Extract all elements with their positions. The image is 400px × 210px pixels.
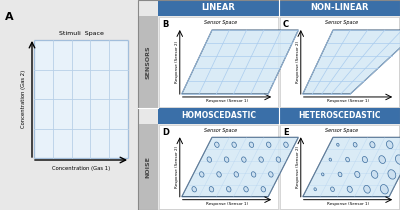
Text: NON-LINEAR: NON-LINEAR — [310, 4, 369, 13]
Text: E: E — [283, 128, 289, 137]
Text: Response (Sensor 1): Response (Sensor 1) — [327, 99, 369, 103]
Polygon shape — [182, 137, 298, 197]
Text: Concentration (Gas 1): Concentration (Gas 1) — [52, 166, 110, 171]
Ellipse shape — [234, 172, 238, 177]
Ellipse shape — [314, 188, 316, 191]
Polygon shape — [303, 137, 400, 197]
Ellipse shape — [284, 142, 288, 147]
Text: Response (Sensor 2): Response (Sensor 2) — [175, 146, 179, 188]
Ellipse shape — [380, 185, 388, 194]
Text: Response (Sensor 2): Response (Sensor 2) — [296, 41, 300, 83]
Polygon shape — [182, 30, 298, 94]
Text: Sensor Space: Sensor Space — [325, 20, 358, 25]
Ellipse shape — [364, 185, 370, 193]
Ellipse shape — [396, 155, 400, 164]
Text: LINEAR: LINEAR — [202, 4, 236, 13]
Bar — [34, 40, 128, 158]
Ellipse shape — [200, 172, 204, 177]
Text: Response (Sensor 2): Response (Sensor 2) — [296, 146, 300, 188]
Ellipse shape — [353, 142, 357, 147]
Ellipse shape — [355, 171, 360, 177]
Bar — [138, 0, 400, 210]
Ellipse shape — [337, 143, 339, 146]
Text: C: C — [283, 20, 289, 29]
Ellipse shape — [371, 171, 378, 178]
Bar — [0, 0, 138, 210]
Text: Response (Sensor 2): Response (Sensor 2) — [175, 41, 179, 83]
Text: Response (Sensor 1): Response (Sensor 1) — [327, 202, 369, 206]
Bar — [158, 0, 279, 16]
Text: Sensor Space: Sensor Space — [325, 128, 358, 133]
Text: Stimuli  Space: Stimuli Space — [58, 31, 104, 36]
Ellipse shape — [192, 186, 196, 192]
Bar — [159, 125, 278, 209]
Text: Sensor Space: Sensor Space — [204, 20, 237, 25]
Bar — [279, 0, 400, 16]
Ellipse shape — [207, 157, 212, 162]
Text: B: B — [162, 20, 168, 29]
Bar — [279, 108, 400, 124]
Ellipse shape — [347, 186, 352, 192]
Ellipse shape — [346, 157, 350, 162]
Bar — [138, 16, 158, 108]
Ellipse shape — [244, 186, 248, 192]
Ellipse shape — [388, 170, 396, 179]
Text: SENSORS: SENSORS — [146, 45, 150, 79]
Ellipse shape — [232, 142, 236, 147]
Ellipse shape — [330, 187, 334, 192]
Bar — [159, 17, 278, 107]
Bar — [138, 124, 158, 210]
Ellipse shape — [269, 172, 273, 177]
Polygon shape — [303, 30, 400, 94]
Bar — [34, 40, 128, 158]
Ellipse shape — [379, 156, 386, 163]
Text: Response (Sensor 1): Response (Sensor 1) — [206, 202, 248, 206]
Text: HETEROSCEDASTIC: HETEROSCEDASTIC — [298, 112, 381, 121]
Bar — [280, 125, 399, 209]
Ellipse shape — [266, 142, 271, 147]
Ellipse shape — [217, 172, 221, 177]
Ellipse shape — [322, 173, 324, 176]
Ellipse shape — [249, 142, 254, 147]
Ellipse shape — [370, 142, 375, 148]
Ellipse shape — [251, 172, 256, 177]
Ellipse shape — [338, 172, 342, 177]
Text: Concentration (Gas 2): Concentration (Gas 2) — [22, 70, 26, 128]
Text: D: D — [162, 128, 169, 137]
Ellipse shape — [209, 186, 214, 192]
Ellipse shape — [261, 186, 266, 192]
Text: Response (Sensor 1): Response (Sensor 1) — [206, 99, 248, 103]
Text: Sensor Space: Sensor Space — [204, 128, 237, 133]
Ellipse shape — [215, 142, 219, 147]
Text: HOMOSCEDASTIC: HOMOSCEDASTIC — [181, 112, 256, 121]
Ellipse shape — [362, 156, 368, 163]
Ellipse shape — [242, 157, 246, 162]
Ellipse shape — [226, 186, 231, 192]
Text: NOISE: NOISE — [146, 156, 150, 178]
Ellipse shape — [259, 157, 263, 162]
Ellipse shape — [386, 141, 393, 149]
Ellipse shape — [329, 158, 332, 161]
Bar — [158, 108, 279, 124]
Bar — [280, 17, 399, 107]
Ellipse shape — [276, 157, 281, 162]
Ellipse shape — [224, 157, 229, 162]
Text: A: A — [5, 12, 14, 22]
